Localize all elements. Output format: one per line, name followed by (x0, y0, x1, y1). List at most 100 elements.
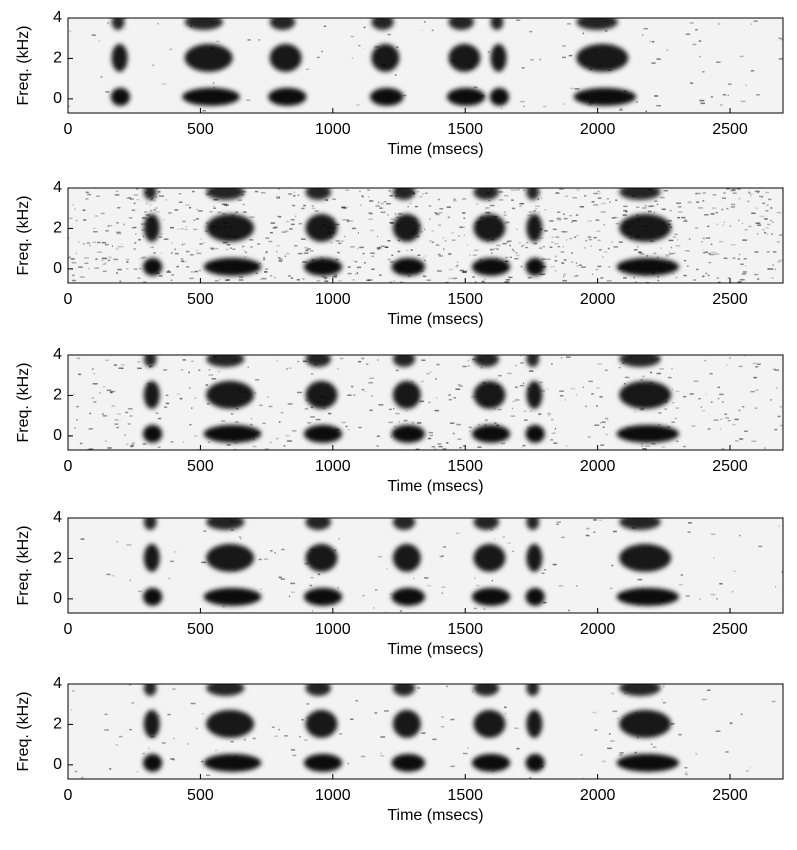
noise (97, 251, 103, 253)
noise (334, 223, 340, 226)
noise (238, 276, 244, 278)
noise (761, 196, 763, 199)
noise (226, 244, 231, 246)
noise (755, 222, 761, 224)
noise (272, 227, 277, 229)
noise (196, 252, 202, 255)
x-axis-label: Time (msecs) (387, 141, 483, 158)
noise (514, 386, 518, 389)
noise (633, 249, 638, 251)
noise (413, 577, 415, 580)
noise (555, 523, 560, 525)
noise (772, 221, 774, 223)
noise (236, 408, 239, 410)
noise (735, 440, 739, 442)
noise (191, 360, 195, 363)
noise (355, 273, 359, 275)
noise (448, 394, 451, 396)
noise (260, 278, 262, 281)
noise (619, 107, 623, 110)
noise (702, 200, 705, 202)
noise (738, 365, 743, 368)
noise (82, 219, 87, 221)
noise (359, 204, 362, 206)
noise (541, 572, 545, 575)
noise (533, 242, 538, 245)
noise (455, 265, 459, 268)
x-axis-label: Time (msecs) (387, 478, 483, 495)
noise (208, 369, 211, 371)
energy-blob (619, 188, 661, 200)
noise (539, 273, 545, 276)
noise (537, 198, 539, 200)
noise (656, 372, 662, 375)
noise (139, 257, 145, 260)
noise (201, 760, 204, 763)
noise (128, 684, 131, 686)
noise (704, 251, 709, 254)
energy-blob (619, 709, 672, 738)
noise (563, 275, 565, 278)
noise (463, 234, 465, 236)
noise (111, 390, 116, 393)
noise (683, 274, 687, 277)
noise (212, 86, 216, 89)
noise (157, 22, 159, 25)
noise (633, 276, 636, 279)
noise (310, 373, 314, 375)
noise (548, 414, 550, 417)
noise (562, 279, 567, 282)
x-tick-label: 500 (187, 621, 214, 638)
noise (421, 230, 423, 233)
noise (181, 244, 183, 246)
noise (422, 193, 424, 195)
energy (143, 684, 679, 772)
noise (491, 579, 494, 582)
noise (766, 204, 769, 206)
noise (597, 197, 602, 199)
noise (473, 577, 476, 580)
noise (686, 265, 689, 267)
energy-blob (619, 355, 661, 367)
noise (361, 195, 364, 197)
noise (668, 239, 674, 242)
noise (460, 227, 462, 229)
noise (169, 48, 173, 51)
noise (455, 388, 461, 391)
noise (407, 205, 409, 208)
noise (462, 445, 466, 447)
noise (361, 357, 365, 360)
noise (374, 46, 380, 48)
noise (748, 191, 750, 194)
noise (81, 776, 84, 779)
noise (467, 747, 469, 749)
noise (163, 218, 165, 221)
noise (460, 226, 465, 229)
noise (662, 701, 667, 704)
noise (641, 445, 643, 447)
noise (384, 246, 388, 249)
noise (151, 246, 154, 249)
noise (111, 405, 116, 407)
noise (199, 243, 203, 245)
noise (623, 277, 627, 279)
noise (476, 203, 479, 205)
noise (442, 546, 447, 548)
noise (155, 211, 161, 213)
noise (504, 281, 510, 283)
noise (623, 209, 627, 212)
noise (286, 368, 288, 370)
noise (190, 702, 196, 705)
noise (153, 252, 156, 254)
noise (155, 196, 157, 198)
noise (754, 251, 759, 253)
noise (552, 563, 557, 566)
noise (714, 253, 720, 255)
noise (762, 202, 766, 205)
noise (297, 252, 303, 255)
noise (411, 380, 414, 383)
noise (678, 733, 682, 736)
noise (444, 240, 447, 242)
noise (88, 428, 94, 430)
noise (354, 260, 358, 263)
